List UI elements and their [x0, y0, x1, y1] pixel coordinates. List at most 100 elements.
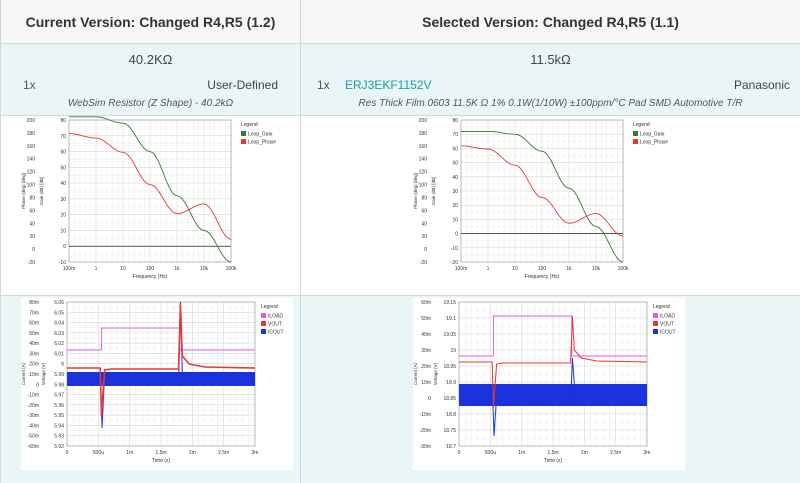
phase-tick-label: 120 [27, 170, 36, 176]
selected-description: Res Thick Film 0603 11.5K Ω 1% 0.1W(1/10… [358, 98, 743, 109]
current-tick-label: 10m [421, 380, 431, 386]
x-tick-label: 100m [63, 266, 76, 272]
gain-tick-label: 70 [60, 134, 66, 140]
voltage-tick-label: 5.98 [54, 382, 64, 388]
x-tick-label: 100k [618, 266, 629, 272]
legend-label: VOUT [660, 322, 674, 328]
current-tick-label: -30m [420, 444, 431, 450]
x-tick-label: 2m [189, 450, 196, 456]
current-tick-label: -20m [420, 428, 431, 434]
current-tick-label: -40m [28, 423, 39, 429]
legend-title: Legend [261, 304, 278, 310]
x-tick-label: 500u [485, 450, 496, 456]
gain-tick-label: 60 [60, 150, 66, 156]
phase-tick-label: -20 [420, 260, 427, 266]
voltage-tick-label: 6.04 [54, 321, 64, 327]
voltage-tick-label: 19.05 [443, 332, 456, 338]
gain-tick-label: 10 [452, 217, 458, 223]
phase-tick-label: 80 [421, 195, 427, 201]
loop-phase-line [460, 145, 624, 237]
current-tick-label: 30m [421, 348, 431, 354]
current-qty: 1x [23, 78, 36, 92]
current-tick-label: 0 [428, 396, 431, 402]
current-tick-label: 50m [29, 331, 39, 337]
icout-band [459, 384, 647, 406]
phase-tick-label: 100 [419, 183, 428, 189]
legend-title: Legend [241, 122, 258, 128]
legend-swatch [653, 329, 658, 334]
current-tick-label: 40m [29, 341, 39, 347]
phase-tick-label: 140 [419, 157, 428, 163]
current-tick-label: 50m [421, 316, 431, 322]
icout-spike-line [570, 357, 575, 407]
gain-tick-label: 10 [60, 228, 66, 234]
x-tick-label: 10k [592, 266, 601, 272]
current-version-header: Current Version: Changed R4,R5 (1.2) [1, 0, 300, 44]
selected-part-info: 11.5kΩ 1x ERJ3EKF1152V Panasonic Res Thi… [301, 44, 800, 116]
gain-axis-label: Gain (dB) [dB] [39, 177, 44, 206]
voltage-tick-label: 19 [450, 348, 456, 354]
phase-tick-label: 180 [27, 131, 36, 137]
legend-label: ILOAD [268, 314, 283, 320]
x-tick-label: 1k [174, 266, 180, 272]
phase-tick-label: 200 [27, 118, 36, 124]
legend-label: Loop_Gain [640, 132, 665, 138]
phase-tick-label: 40 [421, 221, 427, 227]
phase-tick-label: 200 [419, 118, 428, 124]
x-tick-label: 1 [487, 266, 490, 272]
phase-tick-label: 140 [27, 157, 36, 163]
gain-tick-label: 80 [60, 118, 66, 124]
gain-tick-label: -20 [451, 260, 458, 266]
selected-part-number-link[interactable]: ERJ3EKF1152V [345, 78, 432, 92]
x-tick-label: 1.5m [155, 450, 166, 456]
x-tick-label: 2.5m [610, 450, 621, 456]
voltage-tick-label: 18.85 [443, 396, 456, 402]
voltage-tick-label: 6 [61, 362, 64, 368]
plot-frame [68, 119, 232, 263]
selected-version-column: Selected Version: Changed R4,R5 (1.1) 11… [301, 0, 800, 483]
voltage-tick-label: 18.95 [443, 364, 456, 370]
gain-tick-label: 50 [452, 161, 458, 167]
loop-phase-line [68, 133, 232, 240]
current-bode-cell: 200 180 160 140 120 100 80 60 40 20 0 -20 80 70 60 50 40… [1, 116, 300, 296]
voltage-tick-label: 19.1 [446, 316, 456, 322]
loop-gain-line [461, 130, 624, 263]
phase-tick-label: 160 [27, 144, 36, 150]
phase-tick-label: 0 [32, 247, 35, 253]
current-tick-label: 0 [36, 382, 39, 388]
voltage-tick-label: 6.05 [54, 310, 64, 316]
current-tick-label: 30m [29, 351, 39, 357]
plot-frame [458, 301, 648, 447]
selected-bode-cell: 200 180 160 140 120 100 80 60 40 20 0 -20 80 70 60 50 40… [301, 116, 800, 296]
x-axis-label: Frequency (Hz) [133, 274, 168, 280]
gain-tick-label: -10 [59, 260, 66, 266]
legend-swatch [653, 313, 658, 318]
gain-axis-label: Gain (dB) [dB] [431, 177, 436, 206]
current-tick-label: 20m [421, 364, 431, 370]
gain-tick-label: 60 [452, 146, 458, 152]
current-tick-label: 60m [29, 321, 39, 327]
plot-frame [460, 119, 624, 263]
current-axis-label: Current (A) [21, 362, 26, 385]
legend-swatch [261, 321, 266, 326]
voltage-tick-label: 19.15 [443, 300, 456, 306]
current-version-column: Current Version: Changed R4,R5 (1.2) 40.… [1, 0, 301, 483]
gain-tick-label: 50 [60, 165, 66, 171]
current-part-info: 40.2KΩ 1x User-Defined WebSim Resistor (… [1, 44, 300, 116]
x-tick-label: 500u [93, 450, 104, 456]
legend-swatch [653, 321, 658, 326]
x-tick-label: 10k [200, 266, 209, 272]
current-value: 40.2KΩ [128, 52, 173, 67]
gain-tick-label: 40 [452, 175, 458, 181]
voltage-tick-label: 6.06 [54, 300, 64, 306]
x-tick-label: 3m [252, 450, 259, 456]
iload-line [459, 315, 647, 357]
gain-tick-label: 20 [452, 203, 458, 209]
current-tick-label: -30m [28, 413, 39, 419]
gain-tick-label: 30 [60, 197, 66, 203]
x-tick-label: 100k [226, 266, 237, 272]
legend-title: Legend [633, 122, 650, 128]
selected-value: 11.5kΩ [530, 52, 571, 67]
current-description: WebSim Resistor (Z Shape) - 40.2kΩ [67, 98, 234, 109]
